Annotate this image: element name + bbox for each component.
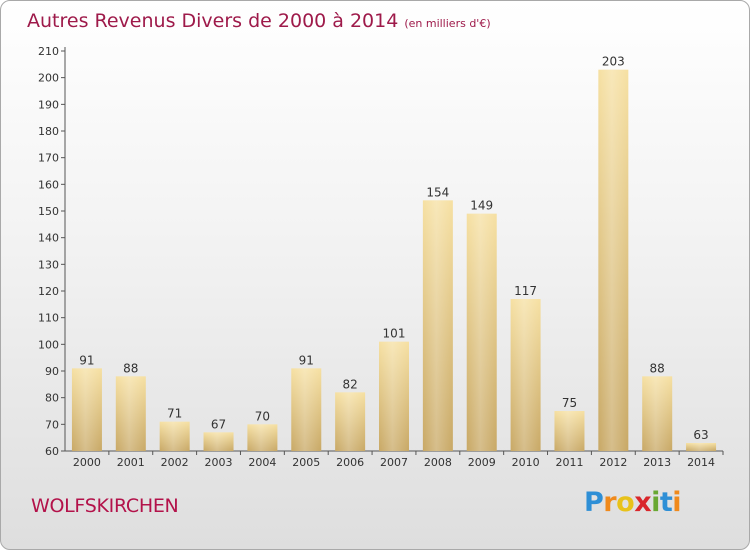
bar-value-label: 70: [255, 409, 270, 423]
logo-letter: t: [659, 487, 673, 518]
y-tick-label: 80: [45, 392, 59, 405]
y-tick-label: 60: [45, 445, 59, 458]
y-tick-label: 170: [38, 152, 59, 165]
bar-value-label: 154: [426, 185, 449, 199]
x-tick-label: 2011: [555, 456, 583, 469]
bar-value-label: 67: [211, 417, 226, 431]
bar-highlight: [686, 443, 717, 451]
bar-value-label: 203: [602, 55, 625, 69]
x-tick-label: 2000: [73, 456, 101, 469]
x-tick-label: 2012: [599, 456, 627, 469]
data-labels: 91 88 71 67 70 91 82 101 154 149 117 75 203 88 63: [79, 55, 708, 442]
logo-letter: r: [603, 487, 617, 518]
bar-value-label: 101: [383, 327, 406, 341]
x-tick-label: 2004: [248, 456, 276, 469]
logo-letter: i: [651, 487, 660, 518]
x-tick-label: 2014: [687, 456, 715, 469]
x-tick-label: 2007: [380, 456, 408, 469]
bar-highlight: [466, 213, 497, 451]
y-tick-label: 140: [38, 232, 59, 245]
bar-value-label: 71: [167, 407, 182, 421]
bar-value-label: 75: [562, 396, 577, 410]
logo-letter: x: [634, 487, 652, 518]
bar-value-label: 117: [514, 284, 537, 298]
y-tick-label: 70: [45, 418, 59, 431]
bar-highlight: [159, 421, 190, 451]
x-tick-label: 2009: [468, 456, 496, 469]
bar-highlight: [203, 432, 234, 451]
bar-value-label: 91: [79, 353, 94, 367]
chart-title: Autres Revenus Divers de 2000 à 2014 (en …: [27, 10, 491, 32]
logo-letter: i: [672, 487, 682, 518]
y-tick-label: 130: [38, 258, 59, 271]
x-tick-label: 2005: [292, 456, 320, 469]
x-tick-label: 2002: [161, 456, 189, 469]
x-tick-label: 2001: [117, 456, 145, 469]
y-tick-label: 210: [38, 45, 59, 58]
bar-highlight: [291, 368, 322, 451]
logo-letter: o: [616, 487, 635, 518]
bar-highlight: [335, 392, 366, 451]
commune-name: WOLFSKIRCHEN: [31, 495, 179, 517]
bar-highlight: [510, 299, 541, 451]
chart-unit: (en milliers d'€): [404, 17, 491, 30]
bar-highlight: [598, 69, 629, 452]
x-tick-label: 2008: [424, 456, 452, 469]
bar-value-label: 88: [123, 361, 138, 375]
y-tick-label: 120: [38, 285, 59, 298]
bar-value-label: 63: [693, 428, 708, 442]
bar-highlight: [247, 424, 278, 451]
y-tick-label: 180: [38, 125, 59, 138]
y-tick-label: 150: [38, 205, 59, 218]
bar-highlight: [554, 411, 585, 451]
bar-highlight: [379, 341, 409, 451]
bar-value-label: 82: [342, 377, 357, 391]
bar-value-label: 149: [470, 199, 493, 213]
logo-letter: P: [584, 487, 604, 518]
proxiti-logo: Proxiti: [584, 487, 682, 518]
bar-value-label: 91: [299, 353, 314, 367]
y-tick-label: 190: [38, 98, 59, 111]
y-tick-label: 100: [38, 338, 59, 351]
x-tick-label: 2010: [512, 456, 540, 469]
x-tick-label: 2006: [336, 456, 364, 469]
y-tick-label: 160: [38, 178, 59, 191]
x-tick-label: 2013: [643, 456, 671, 469]
x-tick-label: 2003: [205, 456, 233, 469]
y-tick-label: 90: [45, 365, 59, 378]
y-tick-label: 200: [38, 72, 59, 85]
bar-highlight: [115, 376, 146, 451]
chart-title-text: Autres Revenus Divers de 2000 à 2014: [27, 10, 399, 32]
bar-highlight: [422, 200, 453, 451]
y-tick-label: 110: [38, 312, 59, 325]
bar-highlight: [642, 376, 673, 451]
bar-highlight: [71, 368, 102, 451]
bar-value-label: 88: [650, 361, 665, 375]
bars: [71, 69, 717, 452]
